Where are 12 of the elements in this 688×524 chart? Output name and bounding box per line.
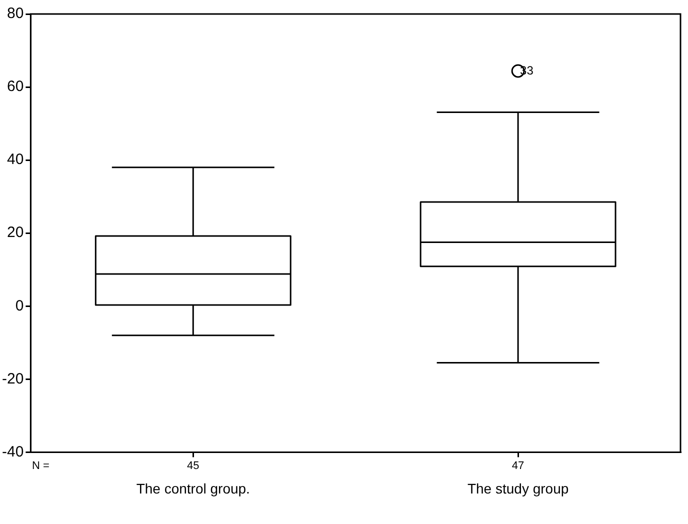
y-tick-label: -40 <box>2 443 24 460</box>
y-tick-label: 20 <box>6 224 24 242</box>
y-tick-label: 60 <box>6 78 24 96</box>
text: 47 <box>512 460 524 472</box>
text: N = <box>32 460 50 472</box>
y-tick-label: 0 <box>15 297 24 314</box>
y-tick-label: 40 <box>6 151 24 168</box>
y-tick-label: -20 <box>2 370 24 388</box>
text: 45 <box>187 460 200 472</box>
x-tick-label: The study group <box>467 480 569 496</box>
y-tick-label: 80 <box>6 5 24 22</box>
x-tick-label: The control group. <box>136 480 250 496</box>
